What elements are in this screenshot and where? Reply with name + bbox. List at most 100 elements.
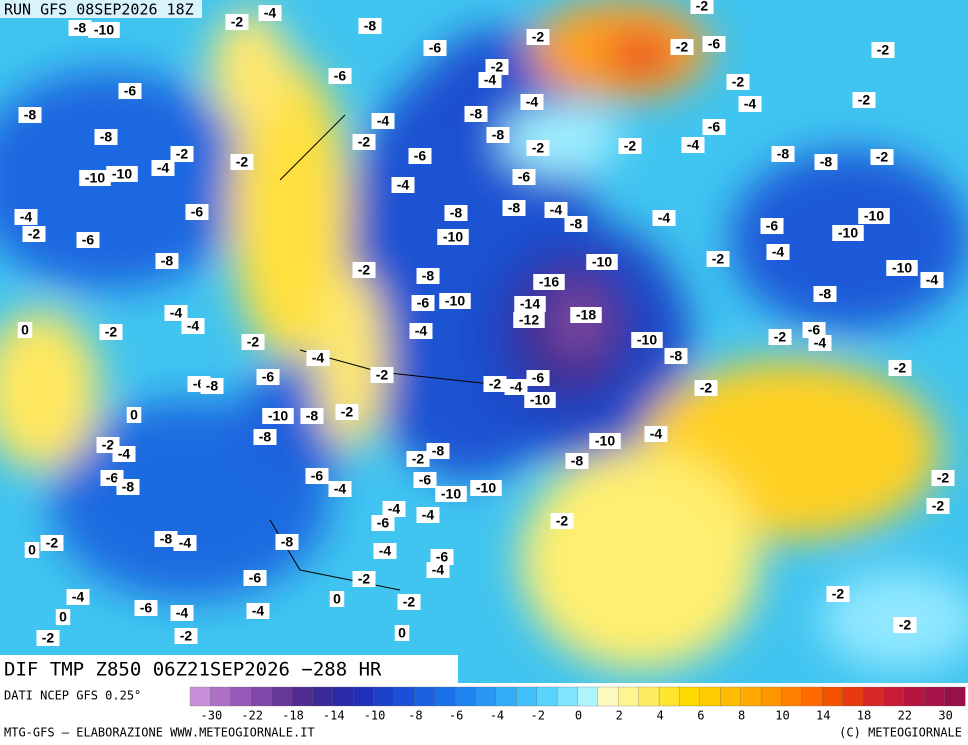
contour-label-box (174, 628, 198, 644)
colorbar-swatch (556, 686, 578, 707)
contour-label: -12 (519, 312, 539, 328)
contour-label: -8 (492, 127, 505, 143)
contour-label: 0 (59, 609, 67, 625)
colorbar-tick-label: -8 (408, 709, 422, 723)
contour-label: -8 (570, 216, 583, 232)
contour-label: -2 (491, 59, 504, 75)
colorbar-swatch (903, 686, 925, 707)
contour-label-box (126, 407, 142, 423)
contour-label: -2 (247, 334, 260, 350)
contour-label-box (439, 293, 471, 309)
contour-label: -10 (112, 166, 132, 182)
contour-label: -2 (532, 140, 545, 156)
contour-label-box (258, 5, 282, 21)
contour-label: -4 (397, 177, 410, 193)
contour-label-box (181, 318, 205, 334)
contour-label: -4 (312, 350, 325, 366)
contour-label-box (702, 119, 726, 135)
contour-label: -16 (539, 274, 559, 290)
colorbar-swatch (720, 686, 742, 707)
contour-label: -8 (160, 531, 173, 547)
contour-label: -6 (334, 68, 347, 84)
contour-label-box (893, 617, 917, 633)
contour-label: -10 (530, 392, 550, 408)
contour-label: -10 (445, 293, 465, 309)
colorbar-swatch (536, 686, 558, 707)
contour-label: -2 (46, 535, 59, 551)
contour-label: -4 (334, 481, 347, 497)
colorbar-swatch (842, 686, 864, 707)
contour-label-box (690, 0, 714, 14)
contour-label-box (681, 137, 705, 153)
contour-label-box (300, 408, 324, 424)
contour-label: -2 (105, 324, 118, 340)
colorbar-tick-label: -18 (282, 709, 304, 723)
colorbar-swatch (454, 686, 476, 707)
contour-label-box (520, 94, 544, 110)
contour-label: -4 (926, 272, 939, 288)
contour-label: -8 (508, 200, 521, 216)
contour-label-box (931, 470, 955, 486)
contour-label-box (352, 262, 376, 278)
contour-label-box (426, 443, 450, 459)
contour-label-box (173, 535, 197, 551)
contour-label: -2 (700, 380, 713, 396)
contour-label: -2 (877, 42, 890, 58)
contour-label: -8 (74, 20, 87, 36)
colorbar-swatch (393, 686, 415, 707)
contour-label: -10 (94, 22, 114, 38)
contour-label-box (738, 96, 762, 112)
contour-label-box (370, 367, 394, 383)
colorbar-swatch (353, 686, 375, 707)
contour-label: -2 (42, 630, 55, 646)
contour-label: -10 (441, 486, 461, 502)
contour-label-box (14, 209, 38, 225)
contour-label-box (373, 543, 397, 559)
contour-label-box (416, 268, 440, 284)
contour-label: -4 (157, 160, 170, 176)
contour-label-box (408, 148, 432, 164)
contour-label: -8 (819, 286, 832, 302)
contour-label-box (112, 446, 136, 462)
contour-label-box (394, 625, 410, 641)
contour-label-box (670, 39, 694, 55)
contour-label: -10 (443, 229, 463, 245)
contour-labels: -8 -10 -2-4-8-6-2-2-2 -6 -2-6-6-2-4 -2-4 -2-8-… (14, 0, 955, 646)
contour-label-box (371, 113, 395, 129)
contour-label-box (926, 498, 950, 514)
contour-label: -8 (422, 268, 435, 284)
contour-label-box (813, 286, 837, 302)
contour-label: -4 (772, 244, 785, 260)
contour-label: -8 (161, 253, 174, 269)
contour-label-box (470, 480, 502, 496)
contour-label: 0 (21, 322, 29, 338)
contour-label: -2 (231, 14, 244, 30)
contour-label: -10 (476, 480, 496, 496)
colorbar-swatch (658, 686, 680, 707)
contour-label-box (200, 378, 224, 394)
colorbar-tick-label: 18 (857, 709, 871, 723)
contour-label: -2 (176, 146, 189, 162)
contour-label-box (444, 205, 468, 221)
contour-label: -8 (571, 453, 584, 469)
contour-label: -2 (932, 498, 945, 514)
contour-label: -2 (412, 451, 425, 467)
colorbar-swatch (495, 686, 517, 707)
contour-label: -10 (892, 260, 912, 276)
contour-label-box (352, 571, 376, 587)
colorbar-tick-label: -6 (449, 709, 463, 723)
contour-label-box (702, 36, 726, 52)
contour-label-box (413, 472, 437, 488)
contour-label-box (514, 296, 546, 312)
contour-label-box (22, 226, 46, 242)
colorbar-tick-label: 22 (898, 709, 912, 723)
contour-label: -2 (556, 513, 569, 529)
colorbar-swatch (577, 686, 599, 707)
colorbar-swatch (414, 686, 436, 707)
contour-label-box (526, 140, 550, 156)
contour-label: -2 (180, 628, 193, 644)
contour-label: -6 (377, 515, 390, 531)
contour-label: -2 (858, 92, 871, 108)
contour-label-box (185, 204, 209, 220)
contour-label-box (852, 92, 876, 108)
